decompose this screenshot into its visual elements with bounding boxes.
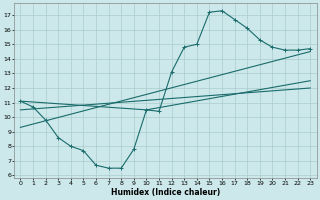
X-axis label: Humidex (Indice chaleur): Humidex (Indice chaleur) — [111, 188, 220, 197]
